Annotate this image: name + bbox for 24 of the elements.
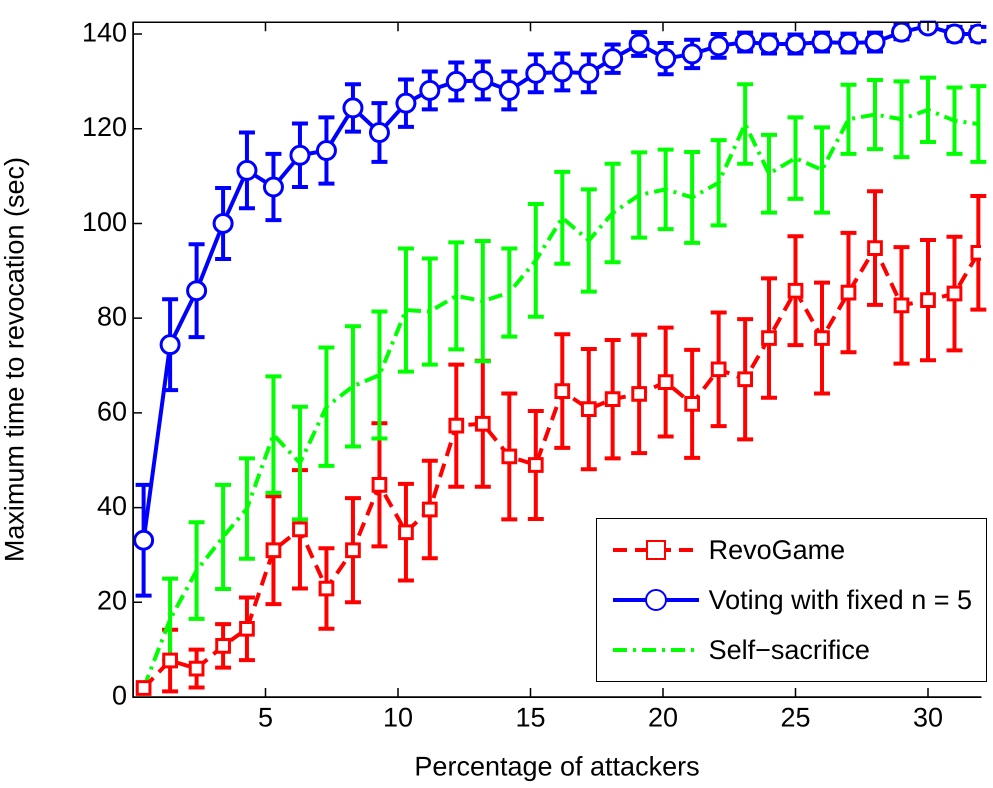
x-tick-label: 30 — [912, 702, 944, 733]
x-axis-title: Percentage of attackers — [414, 751, 700, 782]
x-tick-label: 15 — [515, 702, 546, 733]
y-tick-label: 20 — [96, 586, 127, 616]
x-tick-label: 25 — [780, 702, 811, 733]
y-tick-label: 140 — [82, 17, 127, 48]
y-tick-label: 120 — [82, 112, 127, 142]
y-tick-label: 100 — [82, 206, 127, 237]
point — [215, 638, 231, 654]
y-tick-label: 80 — [96, 302, 127, 332]
point — [239, 620, 255, 637]
point — [136, 680, 152, 696]
point — [318, 580, 334, 596]
x-tick-label: 5 — [258, 702, 274, 733]
legend-label: Self−sacrifice — [708, 634, 870, 666]
y-tick-label: 0 — [112, 680, 127, 710]
x-tick-label: 10 — [382, 702, 414, 733]
point — [188, 660, 204, 676]
point — [162, 652, 178, 668]
y-axis-title: Maximum time to revocation (sec) — [0, 157, 30, 562]
x-tick-label: 20 — [648, 702, 678, 733]
y-tick-label: 40 — [96, 491, 127, 522]
legend-label: Voting with fixed n = 5 — [708, 584, 972, 616]
y-tick-label: 60 — [96, 396, 127, 426]
